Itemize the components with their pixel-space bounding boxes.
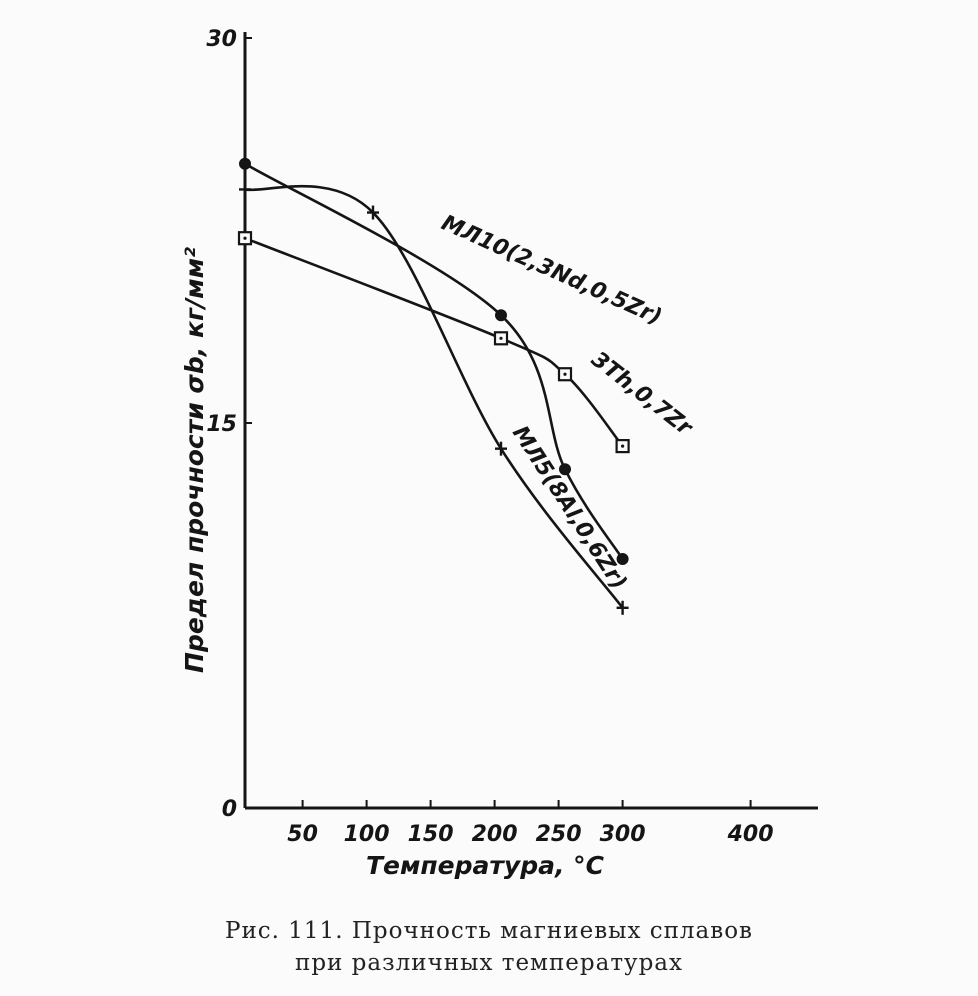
data-point-cross [616, 600, 629, 615]
y-tick-label: 0 [222, 797, 237, 822]
data-point-square-dot [621, 444, 625, 448]
x-tick-label: 300 [600, 822, 646, 847]
data-point-circle [495, 309, 507, 322]
series-markers [237, 157, 630, 615]
data-point-circle [559, 463, 571, 476]
data-point-square-dot [499, 336, 503, 340]
x-tick-label: 400 [727, 822, 774, 847]
series-line [244, 184, 624, 609]
data-point-cross [367, 205, 379, 220]
series-label: 3Th,0,7Zr [586, 347, 697, 441]
y-tick-label: 30 [206, 27, 237, 52]
axes [243, 32, 818, 810]
x-tick-label: 250 [536, 822, 582, 847]
x-axis-label: Температура, °C [366, 851, 605, 880]
labels: Температура, °C Предел прочности σb, кг/м… [180, 211, 697, 880]
x-tick-label: 200 [472, 822, 518, 847]
series-line [244, 236, 624, 447]
x-tick-label: 100 [344, 822, 390, 847]
figure-caption-line-2: при различных температурах [294, 950, 683, 976]
x-tick-label: 50 [287, 822, 318, 847]
figure-caption-line-1: Рис. 111. Прочность магниевых сплавов [224, 918, 754, 944]
y-axis-label: Предел прочности σb, кг/мм² [180, 247, 209, 673]
data-point-square-dot [563, 372, 567, 376]
series-lines [244, 162, 624, 609]
data-point-square-dot [243, 236, 247, 240]
data-point-circle [616, 553, 629, 566]
data-point-cross [239, 182, 251, 197]
y-tick-label: 15 [206, 412, 237, 437]
series-line [244, 162, 624, 560]
data-point-circle [239, 157, 251, 170]
series-label: МЛ5(8Al,0,6Zr) [507, 422, 631, 595]
x-tick-label: 150 [408, 822, 454, 847]
series-label: МЛ10(2,3Nd,0,5Zr) [438, 211, 666, 331]
data-point-cross [495, 441, 507, 456]
